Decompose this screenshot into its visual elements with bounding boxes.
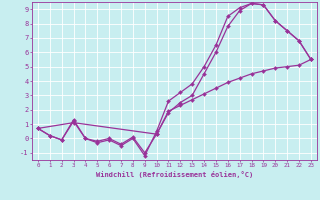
X-axis label: Windchill (Refroidissement éolien,°C): Windchill (Refroidissement éolien,°C) — [96, 171, 253, 178]
